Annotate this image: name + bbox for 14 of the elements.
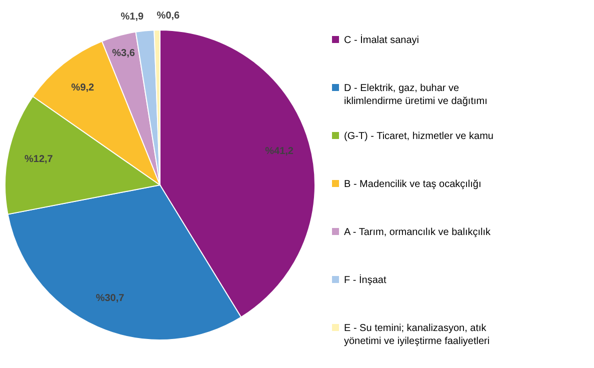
legend-label: E - Su temini; kanalizasyon, atık yönetimi ve iyileştirme faaliyetleri [344, 322, 490, 347]
data-label: %30,7 [96, 293, 125, 304]
data-label: %3,6 [112, 48, 136, 60]
legend-label: F - İnşaat [344, 274, 386, 286]
data-label: %12,7 [24, 154, 54, 165]
data-label: %9,2 [71, 82, 95, 94]
data-label: %0,6 [156, 10, 180, 22]
data-label: %1,9 [120, 11, 144, 22]
legend-label: B - Madencilik ve taş ocakçılığı [344, 178, 482, 190]
legend-label: A - Tarım, ormancılık ve balıkçılık [344, 226, 492, 238]
legend-label: C - İmalat sanayi [344, 34, 420, 46]
legend-label: (G-T) - Ticaret, hizmetler ve kamu [344, 130, 494, 142]
data-label: %41,2 [265, 146, 294, 157]
legend-label: D - Elektrik, gaz, buhar ve iklimlendirme üretimi ve dağıtımı [344, 82, 488, 107]
